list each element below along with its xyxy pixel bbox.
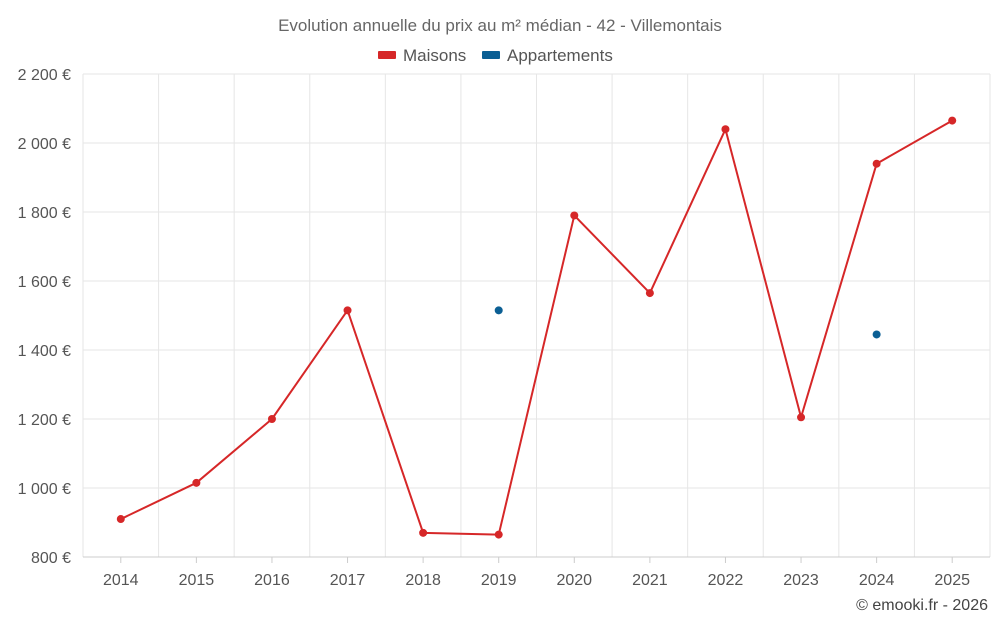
y-tick-label: 2 000 € — [18, 136, 71, 153]
x-tick-label: 2014 — [103, 572, 139, 589]
x-tick-label: 2017 — [330, 572, 366, 589]
legend-item-appartements[interactable]: Appartements — [482, 46, 613, 65]
y-tick-label: 1 600 € — [18, 274, 71, 291]
x-tick-label: 2024 — [859, 572, 895, 589]
data-point-appartements[interactable] — [494, 306, 503, 315]
data-point-maisons[interactable] — [570, 211, 579, 220]
chart-title: Evolution annuelle du prix au m² médian … — [278, 16, 722, 35]
y-tick-label: 2 200 € — [18, 67, 71, 84]
series-maisons — [116, 116, 957, 539]
x-tick-label: 2015 — [179, 572, 215, 589]
data-point-maisons[interactable] — [343, 306, 352, 315]
x-axis: 2014 2015 2016 2017 2018 2019 2020 2021 2022 2023… — [83, 556, 990, 589]
data-point-maisons[interactable] — [721, 125, 730, 134]
series-appartements — [494, 306, 881, 339]
data-point-maisons[interactable] — [267, 415, 276, 423]
data-point-maisons[interactable] — [797, 413, 806, 422]
data-point-maisons[interactable] — [419, 528, 428, 537]
series-line-maisons — [120, 119, 953, 536]
legend-swatch-appartements — [482, 51, 500, 59]
x-tick-label: 2016 — [254, 572, 290, 589]
x-tick-label: 2023 — [783, 572, 819, 589]
y-axis: 800 € 1 000 € 1 200 € 1 400 € 1 600 € 1 800 €… — [18, 67, 71, 567]
credit-text: © emooki.fr - 2026 — [856, 597, 988, 614]
x-tick-label: 2022 — [708, 572, 744, 589]
y-tick-label: 1 800 € — [18, 205, 71, 222]
data-point-maisons[interactable] — [948, 116, 957, 125]
y-tick-label: 1 000 € — [18, 481, 71, 498]
x-tick-label: 2019 — [481, 572, 517, 589]
legend: Maisons Appartements — [378, 46, 613, 65]
gridlines — [82, 73, 991, 557]
data-point-maisons[interactable] — [494, 530, 503, 539]
x-tick-label: 2025 — [934, 572, 970, 589]
data-point-appartements[interactable] — [872, 330, 881, 339]
data-point-maisons[interactable] — [192, 478, 201, 487]
legend-item-maisons[interactable]: Maisons — [378, 46, 466, 65]
legend-label-appartements: Appartements — [507, 46, 613, 65]
x-tick-label: 2018 — [405, 572, 441, 589]
plot-area — [116, 116, 957, 539]
y-tick-label: 1 200 € — [18, 412, 71, 429]
data-point-maisons[interactable] — [872, 159, 881, 168]
legend-swatch-maisons — [378, 51, 396, 59]
y-tick-label: 800 € — [31, 550, 71, 567]
data-point-maisons[interactable] — [645, 289, 654, 298]
x-tick-label: 2021 — [632, 572, 668, 589]
y-tick-label: 1 400 € — [18, 343, 71, 360]
data-point-maisons[interactable] — [116, 515, 125, 524]
legend-label-maisons: Maisons — [403, 46, 466, 65]
x-tick-label: 2020 — [556, 572, 592, 589]
